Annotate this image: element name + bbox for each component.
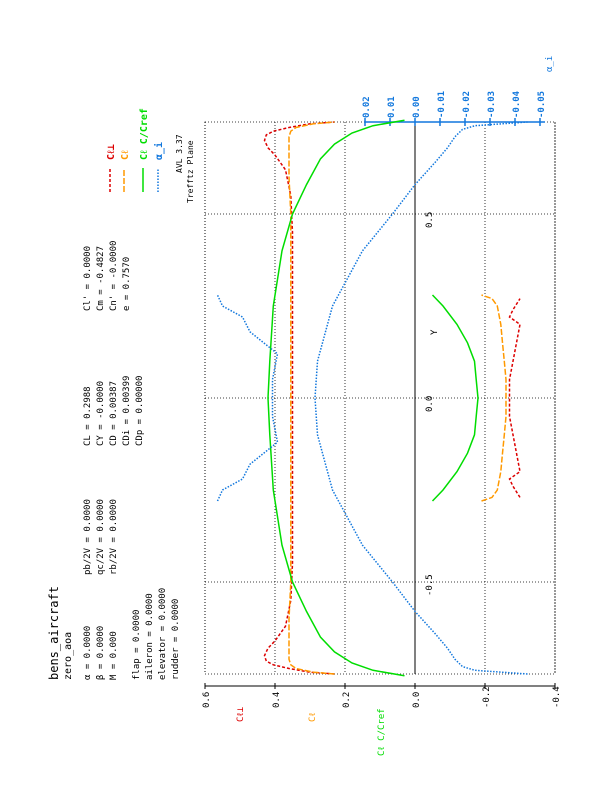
- param-left: M = 0.000: [109, 631, 119, 680]
- series-wing-c: [263, 121, 335, 675]
- series-wing-i: [314, 121, 528, 675]
- param-left: β = 0.0000: [96, 626, 106, 680]
- value-tick-label: -0.4: [552, 686, 562, 708]
- param-force: CY = -0.0000: [96, 381, 106, 446]
- run-name: zero_aoa: [63, 632, 74, 680]
- control-line: elevator = 0.0000: [158, 588, 168, 680]
- param-moment: Cn' = -0.0000: [109, 241, 119, 311]
- value-tick-label: 0.6: [202, 692, 212, 708]
- alpha-tick-label: -0.04: [512, 90, 522, 118]
- param-force: CL = 0.2988: [83, 386, 93, 446]
- param-moment: e = 0.7570: [122, 257, 132, 311]
- span-tick-label: -0.5: [425, 574, 435, 596]
- series-layer: [216, 119, 528, 677]
- control-line: rudder = 0.0000: [171, 599, 181, 680]
- legend-label: α_i: [153, 142, 165, 160]
- plot-name-label: Trefftz Plane: [186, 140, 195, 203]
- alpha-tick-label: -0.02: [462, 91, 472, 118]
- param-force: CDp = 0.00000: [135, 376, 145, 446]
- span-axis-label: Y: [430, 329, 440, 335]
- control-line: aileron = 0.0000: [145, 593, 155, 680]
- param-rates: rb/2V = 0.0000: [109, 499, 119, 575]
- value-axis-label: Cℓ C/Cref: [377, 708, 387, 756]
- param-moment: Cm = -0.4827: [96, 246, 106, 311]
- version-label: AVL 3.37: [175, 134, 184, 173]
- param-rates: pb/2V = 0.0000: [83, 499, 93, 575]
- value-tick-label: 0.2: [342, 692, 352, 708]
- alpha-tick-label: 0.02: [362, 96, 372, 118]
- value-axis-label: Cℓ: [308, 712, 318, 722]
- legend-label: Cℓ: [120, 150, 131, 160]
- legend-label: Cℓ⊥: [106, 144, 117, 160]
- series-wing-c: [288, 121, 335, 675]
- value-tick-label: 0.0: [412, 692, 422, 708]
- alpha-tick-label: 0.01: [387, 96, 397, 118]
- series-tail-cccref: [431, 294, 479, 502]
- param-force: CD = 0.00387: [109, 381, 119, 446]
- series-wing-cccref: [267, 119, 405, 677]
- legend: Cℓ⊥ Cℓ Cℓ C/Cref α_i: [106, 108, 165, 192]
- series-tail-c: [508, 298, 521, 498]
- footer-block: AVL 3.37 Trefftz Plane: [175, 134, 195, 203]
- axes: -0.5 0.0 0.5 0.6 0.4 0.2 0.0 -0.2 -0.4 Cℓ⊥ Cℓ Cℓ C/…: [202, 56, 562, 756]
- value-tick-label: 0.4: [272, 692, 282, 708]
- param-moment: Cl' = 0.0000: [83, 246, 93, 311]
- control-line: flap = 0.0000: [132, 610, 142, 680]
- alpha-axis-label: α_i: [545, 56, 555, 72]
- alpha-tick-label: -0.01: [437, 91, 447, 118]
- header-block: bens_aircraft zero_aoa α = 0.0000 β = 0.0…: [47, 241, 181, 680]
- alpha-tick-label: -0.03: [487, 91, 497, 118]
- legend-label: Cℓ C/Cref: [139, 108, 150, 160]
- alpha-tick-label: 0.00: [412, 96, 422, 118]
- case-name: bens_aircraft: [47, 586, 61, 680]
- param-force: CDi = 0.00399: [122, 376, 132, 446]
- series-tail-c: [481, 294, 507, 502]
- parameter-lines: α = 0.0000 β = 0.0000 M = 0.000 pb/2V = 0.0…: [83, 241, 181, 680]
- alpha-tick-label: -0.05: [537, 91, 547, 118]
- grid: [204, 121, 556, 675]
- param-rates: qc/2V = 0.0000: [96, 499, 106, 575]
- value-tick-label: -0.2: [482, 686, 492, 708]
- span-tick-label: 0.5: [425, 212, 435, 228]
- span-tick-label: 0.0: [425, 396, 435, 412]
- param-left: α = 0.0000: [83, 626, 93, 680]
- value-axis-label: Cℓ⊥: [236, 706, 246, 722]
